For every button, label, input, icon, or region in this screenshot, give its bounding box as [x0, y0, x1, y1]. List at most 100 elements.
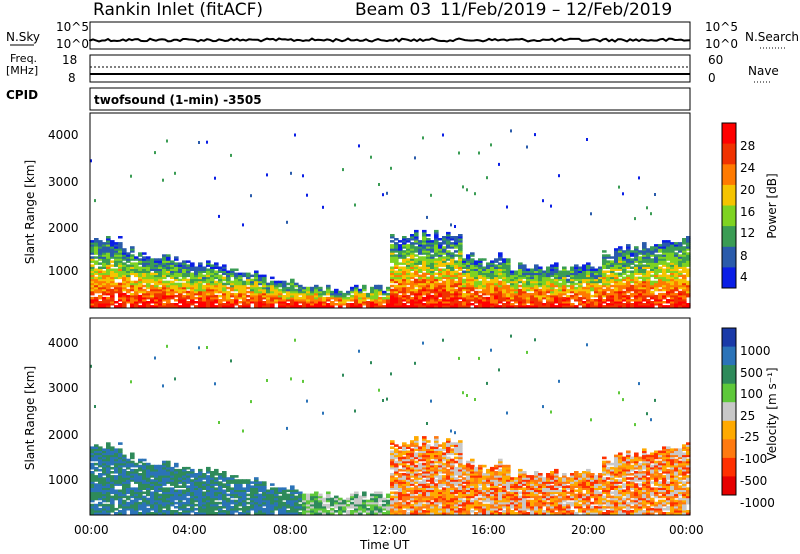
power-cell: [162, 258, 167, 261]
power-cell: [262, 282, 267, 286]
velocity-cell: [170, 477, 175, 480]
power-cell: [478, 276, 483, 280]
velocity-cell: [134, 475, 139, 478]
power-cell: [582, 286, 587, 290]
velocity-cell: [438, 464, 443, 468]
power-cell: [338, 292, 343, 296]
power-cell: [118, 296, 123, 300]
velocity-cell: [418, 483, 423, 486]
velocity-cell: [106, 458, 111, 462]
power-cell: [234, 286, 239, 290]
power-cell: [198, 301, 203, 304]
velocity-cell: [394, 495, 399, 499]
power-cell: [514, 270, 519, 273]
power-cell: [130, 292, 135, 296]
velocity-cell: [522, 493, 527, 497]
velocity-cell: [438, 460, 443, 464]
power-cell: [162, 286, 167, 290]
power-cell: [446, 244, 451, 247]
velocity-cell: [254, 479, 259, 482]
power-cell: [394, 256, 399, 259]
power-cell: [526, 272, 531, 276]
velocity-cell: [94, 448, 99, 451]
velocity-cell: [390, 499, 395, 503]
power-cell: [542, 274, 547, 278]
velocity-cell: [334, 503, 339, 507]
power-cell: [542, 284, 547, 288]
power-cell: [118, 256, 123, 259]
velocity-cell: [390, 483, 395, 486]
velocity-cell: [198, 495, 203, 499]
power-cell: [458, 248, 463, 251]
velocity-cell: [534, 510, 539, 513]
velocity-cell: [214, 493, 219, 497]
velocity-cell: [254, 507, 259, 511]
power-cell: [390, 284, 395, 288]
velocity-cell: [570, 479, 575, 482]
power-cell: [450, 268, 455, 271]
velocity-cell: [582, 487, 587, 490]
velocity-cell: [478, 477, 483, 480]
velocity-cell: [170, 501, 175, 505]
velocity-cell: [102, 487, 107, 490]
velocity-cell: [542, 499, 547, 503]
velocity-cell: [482, 499, 487, 503]
velocity-cell: [94, 446, 99, 449]
power-cell: [570, 276, 575, 280]
velocity-cell: [542, 485, 547, 488]
power-cell: [142, 284, 147, 288]
velocity-cell: [122, 458, 127, 462]
velocity-cell: [194, 485, 199, 488]
power-cell: [458, 284, 463, 288]
velocity-cell: [290, 510, 295, 513]
velocity-cell: [462, 487, 467, 490]
power-cell: [342, 299, 347, 302]
power-cell: [526, 299, 531, 302]
velocity-cell: [210, 499, 215, 503]
velocity-cell: [574, 493, 579, 497]
power-cell: [110, 296, 115, 300]
velocity-cell: [138, 485, 143, 488]
velocity-cell: [170, 479, 175, 482]
velocity-cell: [390, 485, 395, 488]
velocity-cell: [98, 503, 103, 507]
velocity-cell: [138, 512, 143, 515]
power-cell: [434, 296, 439, 300]
power-cell: [426, 290, 431, 294]
velocity-cell: [554, 479, 559, 482]
power-cell: [230, 284, 235, 288]
velocity-cell: [482, 505, 487, 509]
velocity-cell: [422, 471, 427, 474]
power-cell: [130, 262, 135, 265]
power-cell: [398, 244, 403, 247]
power-cell: [418, 299, 423, 302]
power-cell: [130, 301, 135, 304]
power-cell: [382, 296, 387, 300]
power-cell: [470, 278, 475, 282]
power-cell: [506, 286, 511, 290]
power-cell: [98, 290, 103, 294]
power-cell: [422, 231, 427, 235]
velocity-cell: [394, 456, 399, 460]
power-cell: [402, 262, 407, 265]
power-cell: [106, 236, 111, 239]
power-cell: [558, 290, 563, 294]
power-cell: [338, 305, 343, 308]
power-cell: [522, 294, 527, 298]
velocity-ytick: 2000: [48, 428, 79, 442]
velocity-cell: [490, 507, 495, 511]
power-cell: [242, 294, 247, 298]
power-cell: [194, 272, 199, 276]
power-cell: [322, 305, 327, 308]
velocity-cell: [458, 479, 463, 482]
power-cell: [166, 301, 171, 304]
velocity-cell: [422, 436, 427, 439]
velocity-cell: [210, 501, 215, 505]
velocity-cell: [186, 510, 191, 513]
power-cell: [446, 294, 451, 298]
power-cell: [186, 294, 191, 298]
power-cell: [438, 272, 443, 276]
velocity-cell: [434, 446, 439, 449]
power-cell: [438, 299, 443, 302]
power-cell: [242, 286, 247, 290]
